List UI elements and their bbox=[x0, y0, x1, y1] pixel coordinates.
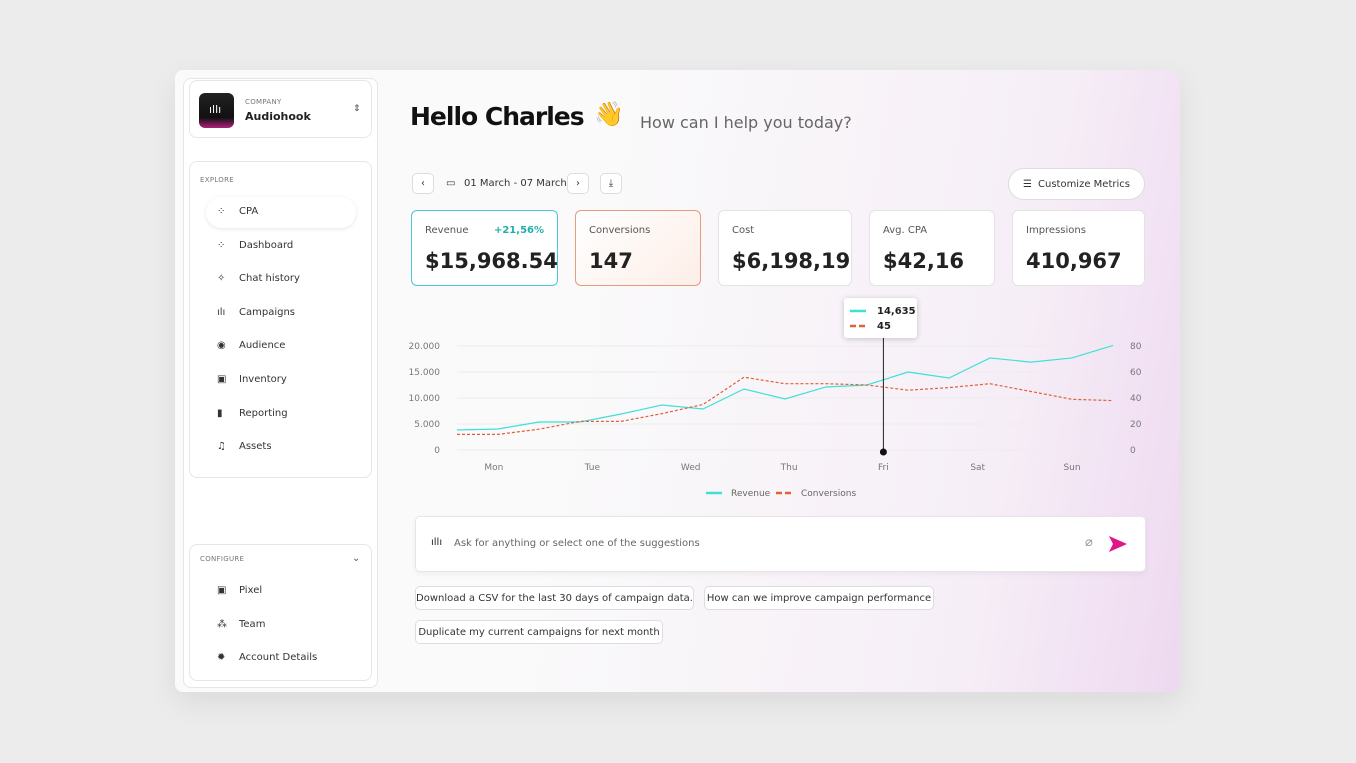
configure-panel bbox=[189, 544, 372, 681]
collapse-chevron[interactable]: ⌄ bbox=[352, 553, 361, 564]
company-logo bbox=[199, 93, 234, 128]
series-line bbox=[456, 344, 1114, 431]
y-tick-label: 0 bbox=[434, 446, 440, 456]
chevron: ⇕ bbox=[353, 104, 361, 114]
tooltip bbox=[844, 298, 917, 338]
greeting: Hello Charles bbox=[410, 102, 585, 131]
y2-tick-label: 20 bbox=[1130, 420, 1142, 430]
x-tick-label: Sun bbox=[1063, 463, 1080, 473]
suggestion[interactable]: Download a CSV for the last 30 days of c… bbox=[415, 586, 694, 610]
nav-item[interactable]: Campaigns bbox=[239, 306, 296, 318]
customize-label: Customize Metrics bbox=[1038, 178, 1130, 190]
legend-label: Revenue bbox=[731, 489, 771, 499]
nav-icon: ♫ bbox=[217, 441, 226, 453]
tooltip-value: 14,635 bbox=[877, 306, 916, 317]
chat-input[interactable] bbox=[415, 516, 1146, 572]
company-label: COMPANY bbox=[245, 98, 282, 106]
metric-card: Cost $6,198,19 bbox=[718, 210, 852, 286]
y-tick-label: 15.000 bbox=[409, 368, 441, 378]
nav-item[interactable]: Assets bbox=[239, 441, 272, 453]
metric-value: 410,967 bbox=[1026, 249, 1122, 273]
y2-tick-label: 40 bbox=[1130, 394, 1142, 404]
metric-label: Revenue bbox=[425, 225, 469, 236]
metric-value: $6,198,19 bbox=[732, 249, 851, 273]
nav-item[interactable]: Chat history bbox=[239, 273, 300, 285]
company-name: Audiohook bbox=[245, 110, 311, 123]
send-arrow bbox=[1109, 536, 1127, 552]
nav-item[interactable]: Dashboard bbox=[239, 239, 294, 251]
nav-icon: ▣ bbox=[217, 585, 227, 596]
metric-card: Conversions 147 bbox=[575, 210, 701, 286]
nav-item[interactable]: Reporting bbox=[239, 407, 288, 419]
logo-icon: ıllı bbox=[209, 103, 222, 116]
metric-label: Avg. CPA bbox=[883, 225, 928, 236]
customize-button[interactable]: ☰ Customize Metrics bbox=[1008, 168, 1145, 200]
tooltip-value: 45 bbox=[877, 321, 891, 332]
x-tick-label: Tue bbox=[584, 463, 601, 473]
y-tick-label: 10.000 bbox=[409, 394, 441, 404]
suggestion[interactable]: Duplicate my current campaigns for next … bbox=[415, 620, 663, 644]
series-line bbox=[457, 376, 1114, 435]
prev-button[interactable]: ‹ bbox=[412, 173, 434, 194]
y2-tick-label: 80 bbox=[1130, 342, 1142, 352]
nav-item[interactable]: CPA bbox=[239, 206, 259, 217]
configure-label: CONFIGURE bbox=[200, 555, 245, 563]
x-tick-label: Fri bbox=[878, 463, 889, 473]
download-button[interactable]: ⤓ bbox=[600, 173, 622, 194]
suggestion[interactable]: How can we improve campaign performance bbox=[704, 586, 934, 610]
x-tick-label: Wed bbox=[681, 463, 701, 473]
voice-icon: ıllı bbox=[431, 537, 443, 548]
metric-label: Conversions bbox=[589, 225, 651, 236]
nav-icon: ◉ bbox=[217, 340, 226, 352]
nav-icon: ılı bbox=[217, 306, 226, 318]
tooltip-dot bbox=[879, 448, 887, 456]
icon: ☰ bbox=[1023, 178, 1032, 190]
nav-item[interactable]: Audience bbox=[239, 340, 286, 352]
send-icon[interactable] bbox=[1108, 535, 1128, 553]
attach-icon[interactable]: ⌀ bbox=[1085, 535, 1093, 550]
subtitle: How can I help you today? bbox=[640, 113, 852, 132]
metric-label: Cost bbox=[732, 225, 755, 236]
nav-item[interactable]: Team bbox=[239, 618, 266, 630]
nav-item[interactable]: Account Details bbox=[239, 652, 318, 663]
y2-tick-label: 60 bbox=[1130, 368, 1142, 378]
date-range[interactable]: 01 March - 07 March bbox=[464, 178, 567, 189]
active-item[interactable] bbox=[206, 197, 356, 228]
metric-change: +21,56% bbox=[493, 225, 544, 236]
emoji: 👋 bbox=[594, 100, 624, 128]
metric-value: 147 bbox=[589, 249, 633, 273]
metric-card: Avg. CPA $42,16 bbox=[869, 210, 995, 286]
nav-item[interactable]: Pixel bbox=[239, 585, 263, 596]
nav-icon: ⁘ bbox=[217, 239, 226, 251]
nav-icon: ▣ bbox=[217, 374, 227, 385]
metric-card: Impressions 410,967 bbox=[1012, 210, 1145, 286]
x-tick-label: Mon bbox=[484, 463, 503, 473]
nav-item[interactable]: Inventory bbox=[239, 374, 287, 385]
explore-label: EXPLORE bbox=[200, 176, 234, 184]
nav-icon: ▮ bbox=[217, 407, 223, 419]
x-tick-label: Sat bbox=[970, 463, 985, 473]
metric-value: $42,16 bbox=[883, 249, 965, 273]
metric-card: Revenue $15,968.54 +21,56% bbox=[411, 210, 558, 286]
metric-label: Impressions bbox=[1026, 225, 1086, 236]
chat-placeholder: Ask for anything or select one of the su… bbox=[454, 538, 700, 549]
y-tick-label: 5.000 bbox=[414, 420, 440, 430]
nav-icon: ✧ bbox=[217, 273, 226, 285]
metric-value: $15,968.54 bbox=[425, 249, 558, 273]
next-button[interactable]: › bbox=[567, 173, 589, 194]
x-tick-label: Thu bbox=[780, 463, 798, 473]
nav-icon: ✹ bbox=[217, 652, 226, 663]
y2-tick-label: 0 bbox=[1130, 446, 1136, 456]
calendar-icon: ▭ bbox=[446, 178, 456, 189]
legend-label: Conversions bbox=[801, 489, 856, 499]
nav-icon: ⁘ bbox=[217, 206, 226, 217]
nav-icon: ⁂ bbox=[217, 618, 227, 630]
y-tick-label: 20.000 bbox=[409, 342, 441, 352]
